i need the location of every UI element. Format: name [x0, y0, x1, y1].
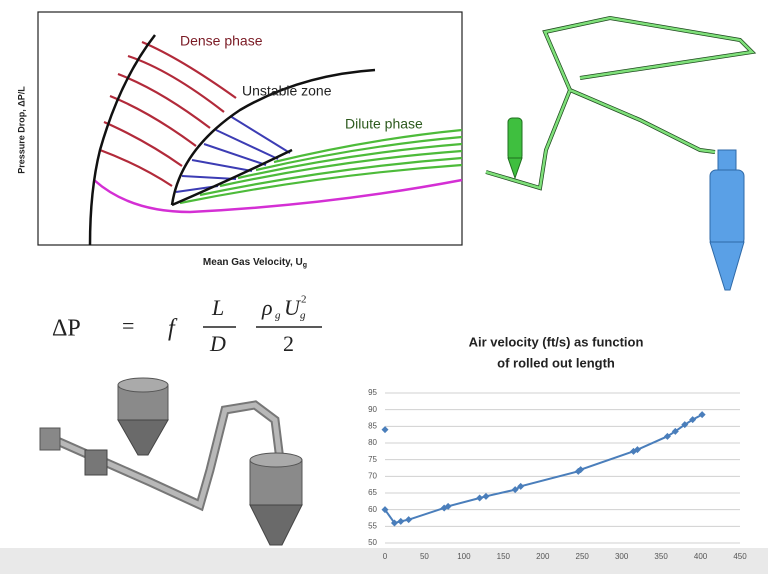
x-tick-label: 0	[383, 552, 388, 561]
eq-rho: ρ	[261, 295, 273, 320]
data-point	[699, 411, 706, 418]
y-tick-label: 90	[368, 405, 377, 414]
x-tick-label: 150	[497, 552, 511, 561]
slide: Dense phase Unstable zone Dilute phase P…	[0, 0, 768, 574]
x-tick-label: 100	[457, 552, 471, 561]
eq-num: L	[211, 295, 224, 320]
eq-lhs: ΔP	[52, 316, 81, 342]
y-axis-label: Pressure Drop, ΔP/L	[16, 86, 26, 174]
data-point	[397, 518, 404, 525]
plant-illustration	[40, 378, 302, 545]
equation: ΔP = f L D ρ g U g 2 2	[52, 294, 322, 357]
y-tick-label: 85	[368, 421, 377, 430]
eq-sub: g	[275, 310, 281, 322]
data-point	[482, 493, 489, 500]
x-tick-label: 300	[615, 552, 629, 561]
eq-sup: 2	[301, 294, 307, 306]
data-line	[385, 415, 702, 523]
region-label: Dense phase	[180, 33, 263, 49]
eq-den: D	[209, 331, 226, 356]
piping-illustration	[486, 18, 752, 290]
y-tick-label: 65	[368, 488, 377, 497]
data-point	[405, 516, 412, 523]
data-point	[476, 495, 483, 502]
y-tick-label: 60	[368, 505, 377, 514]
y-tick-label: 75	[368, 455, 377, 464]
chart-title: of rolled out length	[497, 355, 615, 370]
x-axis-label: Mean Gas Velocity, Ug	[203, 257, 307, 269]
eq-den: 2	[283, 331, 294, 356]
page: Dense phase Unstable zone Dilute phase P…	[0, 0, 768, 574]
y-tick-label: 50	[368, 538, 377, 547]
x-tick-label: 350	[654, 552, 668, 561]
x-tick-label: 450	[733, 552, 747, 561]
eq-sign: =	[122, 313, 134, 338]
x-label-text: Mean Gas Velocity, U	[203, 257, 303, 268]
region-label: Dilute phase	[345, 116, 423, 132]
data-point	[382, 426, 389, 433]
eq-sub: g	[300, 310, 306, 322]
y-tick-label: 95	[368, 388, 377, 397]
y-tick-label: 80	[368, 438, 377, 447]
chart-title: Air velocity (ft/s) as function	[469, 334, 644, 349]
x-label-sub: g	[303, 262, 307, 269]
x-tick-label: 250	[576, 552, 590, 561]
eq-f: f	[168, 316, 178, 342]
y-tick-label: 70	[368, 471, 377, 480]
y-tick-label: 55	[368, 521, 377, 530]
region-label: Unstable zone	[242, 83, 332, 99]
x-tick-label: 50	[420, 552, 429, 561]
x-tick-label: 200	[536, 552, 550, 561]
x-tick-label: 400	[694, 552, 708, 561]
